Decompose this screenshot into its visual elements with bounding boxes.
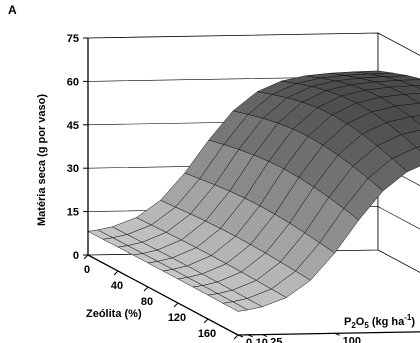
y-axis-title: P2O5 (kg ha-1)	[344, 313, 415, 330]
y-tick-mark-2	[261, 334, 268, 338]
z-axis-title: Matéria seca (g por vaso)	[36, 94, 48, 226]
x-tick-label-4: 160	[198, 328, 216, 340]
y-title-o: O	[356, 316, 365, 328]
x-tick-label-2: 80	[141, 296, 153, 308]
axes: 015304560750408012016020001025100200300	[67, 33, 420, 343]
z-tick-label-3: 45	[67, 120, 79, 132]
x-tick-label-0: 0	[84, 264, 90, 276]
surface-cell-9-0	[222, 301, 249, 312]
y-title-unit: (kg ha	[369, 316, 405, 328]
z-tick-label-4: 60	[67, 76, 79, 88]
x-axis-title: Zeólita (%)	[86, 308, 142, 320]
x-tick-label-1: 40	[111, 280, 123, 292]
y-title-sup: -1	[404, 313, 412, 322]
y-tick-label-0: 0	[246, 337, 252, 343]
y-title-p: P	[344, 316, 351, 328]
y-tick-label-2: 25	[270, 337, 282, 343]
x-tick-mark-1	[113, 270, 119, 276]
y-tick-mark-0	[237, 334, 244, 338]
x-tick-mark-0	[83, 254, 89, 260]
surface-mesh	[87, 70, 420, 312]
y-title-sub2: 5	[364, 321, 369, 330]
y-title-sub1: 2	[351, 321, 356, 330]
y-tick-label-3: 100	[343, 335, 361, 343]
y-axis-line	[237, 331, 420, 336]
z-tick-label-0: 0	[73, 250, 79, 262]
y-tick-mark-3	[334, 332, 340, 336]
z-tick-label-2: 30	[67, 163, 79, 175]
x-tick-mark-5	[233, 334, 239, 340]
y-title-close: )	[411, 316, 415, 328]
panel-label: A	[8, 3, 17, 17]
x-axis-line	[87, 254, 239, 336]
y-tick-label-1: 10	[256, 337, 268, 343]
x-tick-mark-2	[143, 286, 149, 292]
z-tick-label-5: 75	[67, 33, 79, 45]
x-tick-mark-4	[203, 318, 209, 324]
x-tick-mark-3	[173, 302, 179, 308]
x-tick-label-3: 120	[168, 312, 186, 324]
y-tick-mark-1	[247, 334, 253, 338]
z-tick-label-1: 15	[67, 207, 79, 219]
